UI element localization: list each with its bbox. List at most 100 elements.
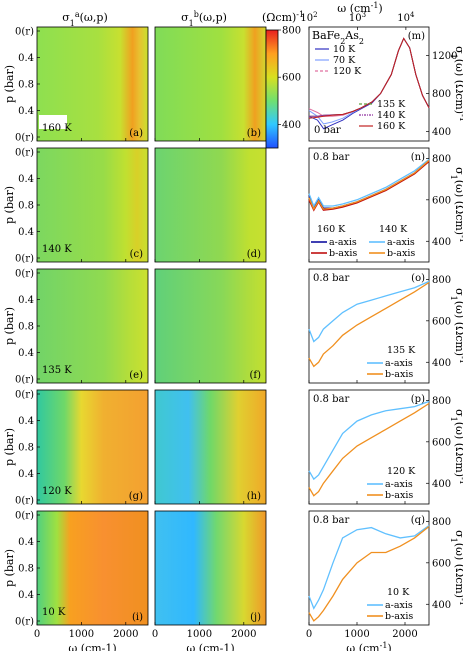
legend-label: 70 K	[333, 55, 356, 66]
y-tick-label: 0.4	[18, 537, 34, 548]
temperature-label: 140 K	[379, 224, 408, 235]
colorbar-tick-label: 400	[282, 120, 301, 131]
legend-label: 160 K	[377, 121, 406, 132]
x-axis-label: ω (cm-1)	[346, 641, 391, 651]
pressure-label: 0.8 bar	[313, 273, 349, 284]
heatmap-panel	[37, 148, 148, 262]
y-tick-label: 1200	[432, 51, 457, 62]
heatmap-panel	[37, 511, 148, 625]
y-axis-label: p (bar)	[3, 186, 16, 224]
legend-label: b-axis	[385, 611, 413, 622]
y-tick-label: 800	[432, 396, 451, 407]
y-tick-label: 0.4	[18, 227, 34, 238]
series-line	[308, 402, 430, 497]
y-tick-label: 0.4	[18, 348, 34, 359]
y-tick-label: 400	[432, 600, 451, 611]
right-y-axis-label: σ1(ω) (Ωcm)-1	[450, 409, 463, 485]
legend-label: 140 K	[377, 110, 406, 121]
y-tick-label: 400	[432, 127, 451, 138]
line-panel-frame	[308, 510, 430, 626]
x-tick-label: 0	[34, 629, 40, 640]
colorbar-frame	[265, 29, 279, 149]
heatmap-panel	[37, 390, 148, 504]
y-tick-label: 800	[432, 517, 451, 528]
y-axis-label: p (bar)	[3, 65, 16, 103]
legend-label: a-axis	[385, 600, 413, 611]
y-tick-label: 0(r)	[15, 617, 34, 628]
panel-letter: (m)	[408, 31, 425, 42]
top-tick-label: 102	[300, 11, 317, 24]
line-panel-frame	[308, 26, 430, 142]
panel-letter: (q)	[411, 515, 425, 526]
x-tick-label: 0	[152, 629, 158, 640]
y-tick-label: 0.8	[18, 443, 34, 454]
panel-letter: (g)	[129, 491, 143, 502]
y-tick-label: 400	[432, 358, 451, 369]
pressure-label: 0.8 bar	[313, 394, 349, 405]
temperature-label: 120 K	[42, 486, 72, 497]
legend-label: a-axis	[329, 237, 357, 248]
series-line	[308, 37, 430, 125]
y-axis-label: p (bar)	[3, 549, 16, 587]
panel-letter: (p)	[411, 394, 425, 405]
pressure-label: 0 bar	[314, 125, 341, 136]
y-tick-label: 0.4	[18, 416, 34, 427]
heatmap-panel	[155, 511, 266, 625]
y-tick-label: 600	[432, 195, 451, 206]
temperature-label-box	[39, 115, 67, 129]
legend-label: a-axis	[385, 479, 413, 490]
y-tick-label: 600	[432, 316, 451, 327]
temperature-label: 160 K	[42, 123, 72, 134]
panel-letter: (f)	[249, 370, 261, 381]
legend-label: 135 K	[377, 99, 406, 110]
legend-label: b-axis	[329, 248, 357, 259]
x-tick-label: 1000	[344, 629, 369, 640]
legend-label: a-axis	[385, 358, 413, 369]
series-line	[308, 400, 430, 481]
y-tick-label: 0.8	[18, 201, 34, 212]
heatmap-panel	[155, 27, 266, 141]
series-line	[308, 524, 430, 610]
colorbar: 800 600 400	[265, 26, 301, 149]
legend-label: 10 K	[333, 44, 356, 55]
temperature-label: 135 K	[387, 345, 416, 356]
header-sigma-b: σ1b(ω,p)	[181, 10, 227, 28]
y-tick-label: 0.4	[18, 590, 34, 601]
line-panels: σ1(ω) (Ωcm)-14008001200102103104BaFe2As2…	[300, 11, 463, 651]
series-line	[308, 281, 430, 368]
panel-letter: (d)	[247, 249, 261, 260]
y-tick-label: 400	[432, 479, 451, 490]
y-tick-label: 0(r)	[15, 390, 34, 401]
y-axis-label: p (bar)	[3, 307, 16, 345]
x-tick-label: 1000	[69, 629, 94, 640]
line-panel-frame	[308, 389, 430, 505]
y-tick-label: 0.4	[18, 53, 34, 64]
x-tick-label: 2000	[392, 629, 417, 640]
legend-label: 120 K	[333, 66, 362, 77]
temperature-label: 120 K	[387, 466, 416, 477]
y-tick-label: 0(r)	[15, 148, 34, 159]
panel-letter: (a)	[129, 128, 143, 139]
series-line	[308, 159, 430, 210]
temperature-label: 10 K	[42, 607, 66, 618]
series-line	[308, 525, 430, 622]
pressure-label: 0.8 bar	[313, 152, 349, 163]
temperature-label: 10 K	[387, 587, 410, 598]
colorbar-unit: (Ωcm)-1	[262, 10, 304, 25]
y-tick-label: 800	[432, 275, 451, 286]
legend-label: b-axis	[387, 248, 415, 259]
temperature-label: 140 K	[42, 244, 72, 255]
panel-letter: (h)	[247, 491, 261, 502]
colorbar-tick-label: 800	[282, 26, 301, 37]
line-panel-frame	[308, 268, 430, 384]
y-tick-label: 800	[432, 154, 451, 165]
panel-letter: (n)	[411, 152, 425, 163]
legend-label: b-axis	[385, 490, 413, 501]
y-tick-label: 0.8	[18, 80, 34, 91]
series-line	[308, 37, 430, 119]
panel-frame	[154, 510, 267, 626]
panel-letter: (b)	[247, 128, 261, 139]
heatmap-panel	[37, 269, 148, 383]
temperature-label: 160 K	[317, 224, 346, 235]
